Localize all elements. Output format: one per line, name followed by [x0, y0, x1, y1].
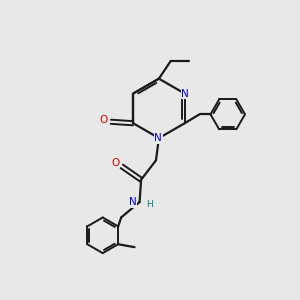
- Text: N: N: [129, 197, 137, 207]
- Text: O: O: [112, 158, 120, 168]
- Text: N: N: [182, 88, 189, 98]
- Text: N: N: [154, 133, 162, 143]
- Text: H: H: [146, 200, 152, 209]
- Text: O: O: [99, 115, 108, 125]
